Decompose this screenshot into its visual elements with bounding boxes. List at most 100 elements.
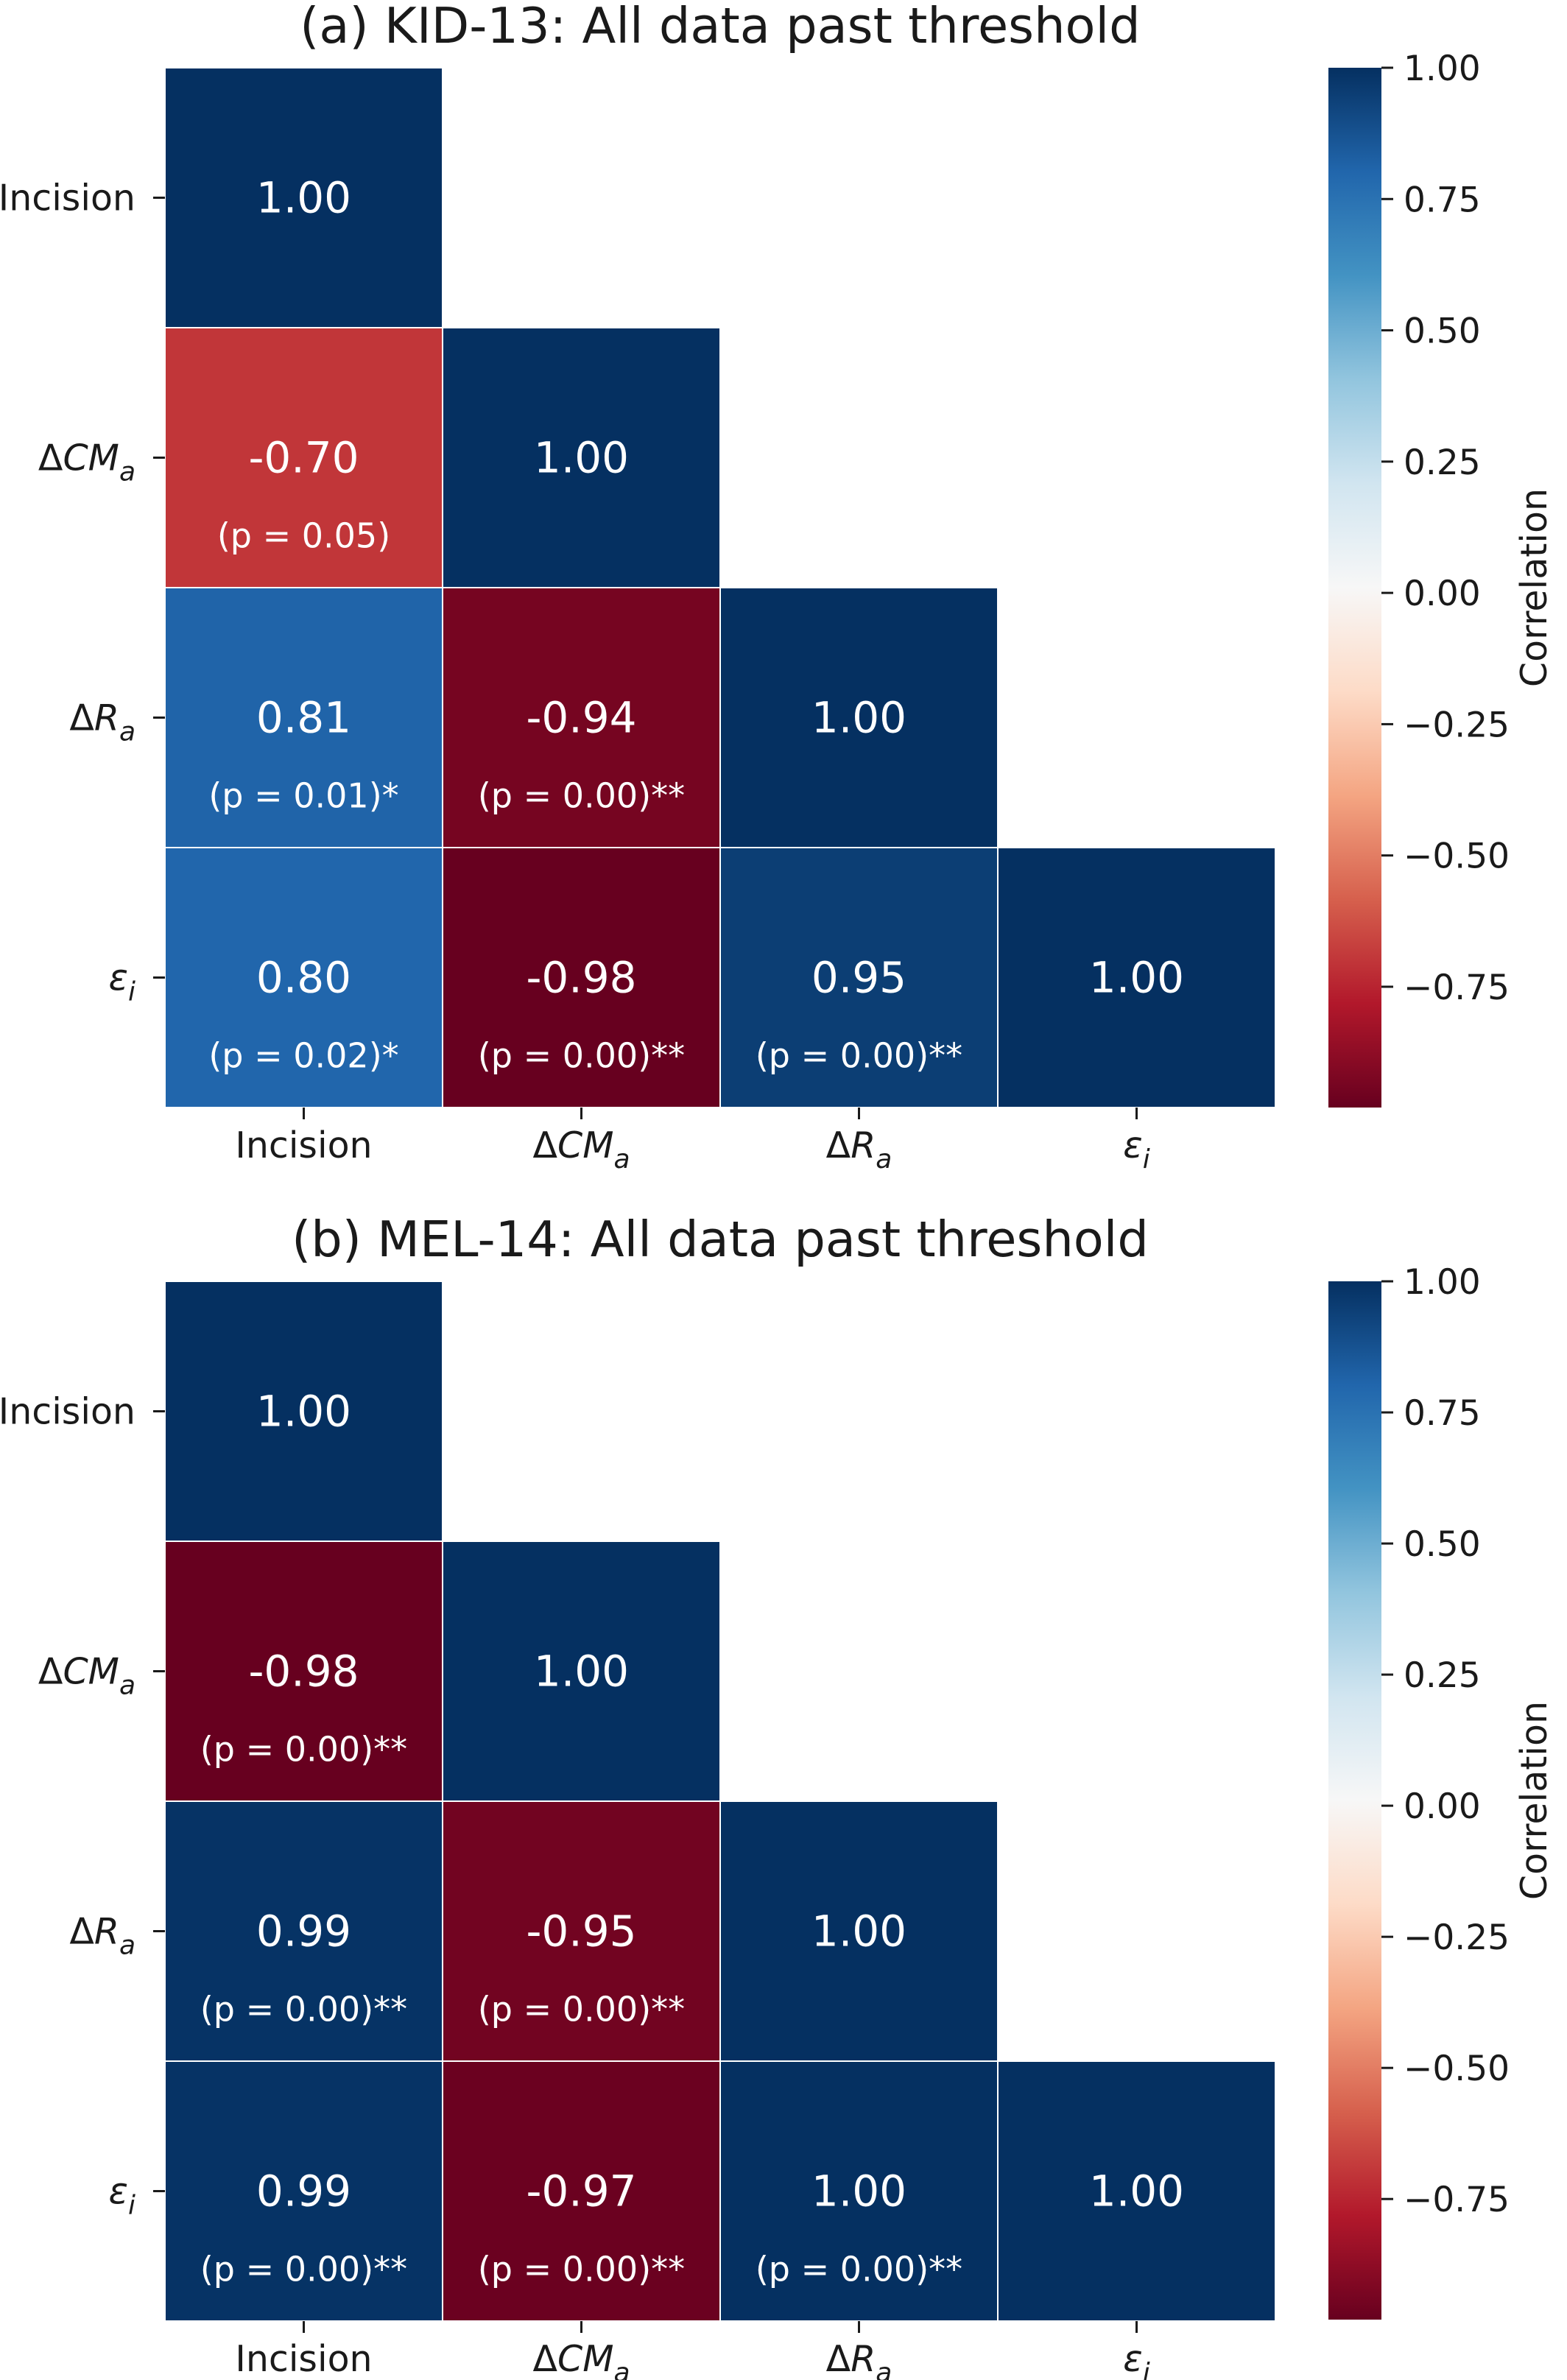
heatmap-cell: 0.95 (p = 0.00)** bbox=[719, 847, 999, 1108]
heatmap-cell: -0.95 (p = 0.00)** bbox=[442, 1800, 721, 2062]
colorbar-tick-label: 1.00 bbox=[1404, 1262, 1481, 1303]
colorbar-tick-label: 0.75 bbox=[1404, 180, 1481, 220]
y-tick-label: ΔCMa bbox=[38, 1651, 135, 1701]
y-tick-label: ΔRa bbox=[69, 1911, 135, 1961]
colorbar-gradient bbox=[1328, 68, 1381, 1108]
heatmap-cell-fill bbox=[442, 327, 721, 588]
heatmap-cell-fill bbox=[997, 847, 1276, 1108]
heatmap-cell-fill bbox=[442, 2060, 721, 2322]
cell-p-value-label: (p = 0.01)* bbox=[208, 776, 398, 816]
cell-p-value-label: (p = 0.02)* bbox=[208, 1036, 398, 1076]
heatmap-cell-fill bbox=[442, 1541, 721, 1802]
cell-value-label: -0.70 bbox=[248, 433, 359, 483]
colorbar-tick-label: 1.00 bbox=[1404, 49, 1481, 89]
heatmap-cell-fill bbox=[164, 587, 443, 848]
cell-p-value-label: (p = 0.00)** bbox=[200, 1990, 407, 2029]
colorbar-tick-label: −0.50 bbox=[1404, 837, 1510, 877]
cell-p-value-label: (p = 0.00)** bbox=[478, 2250, 685, 2289]
heatmap-cell: -0.97 (p = 0.00)** bbox=[442, 2060, 721, 2322]
x-tick-label: ΔRa bbox=[826, 1124, 892, 1175]
cell-value-label: -0.98 bbox=[526, 953, 636, 1003]
heatmap-cell: 1.00 bbox=[997, 847, 1276, 1108]
heatmap-cell: 0.99 (p = 0.00)** bbox=[164, 1800, 443, 2062]
cell-value-label: 1.00 bbox=[256, 1387, 351, 1437]
colorbar: 1.00 0.75 0.50 0.25 0.00 −0.25 −0.50 −0.75 Corre… bbox=[1328, 49, 1555, 1108]
heatmap-cell-fill bbox=[164, 1800, 443, 2062]
cell-p-value-label: (p = 0.00)** bbox=[478, 1990, 685, 2029]
cell-value-label: -0.95 bbox=[526, 1907, 636, 1957]
x-tick-label: εi bbox=[1123, 2338, 1150, 2380]
heatmap-cell-fill bbox=[719, 2060, 999, 2322]
cell-value-label: 1.00 bbox=[256, 173, 351, 223]
y-tick-label: Incision bbox=[0, 177, 135, 219]
cell-p-value-label: (p = 0.00)** bbox=[478, 1036, 685, 1076]
colorbar-label: Correlation bbox=[1513, 1701, 1555, 1900]
heatmap-cell: -0.98 (p = 0.00)** bbox=[164, 1541, 443, 1802]
cell-value-label: 0.99 bbox=[256, 2166, 351, 2217]
cell-value-label: 0.95 bbox=[811, 953, 906, 1003]
colorbar-label: Correlation bbox=[1513, 488, 1555, 687]
heatmap-cell-fill bbox=[442, 847, 721, 1108]
colorbar: 1.00 0.75 0.50 0.25 0.00 −0.25 −0.50 −0.75 Corre… bbox=[1328, 1262, 1555, 2320]
heatmap-cell-fill bbox=[442, 587, 721, 848]
heatmap-cell-fill bbox=[164, 1281, 443, 1542]
cell-value-label: 1.00 bbox=[1089, 2166, 1184, 2217]
heatmap-cell: 1.00 bbox=[719, 1800, 999, 2062]
y-tick-label: εi bbox=[108, 957, 135, 1007]
heatmap-cell-fill bbox=[164, 1541, 443, 1802]
heatmap-cell: 1.00 bbox=[719, 587, 999, 848]
heatmap-cell-fill bbox=[997, 2060, 1276, 2322]
heatmap-cell-fill bbox=[719, 587, 999, 848]
x-tick-label: Incision bbox=[235, 2338, 372, 2380]
cell-value-label: -0.98 bbox=[248, 1647, 359, 1697]
y-tick-label: ΔRa bbox=[69, 697, 135, 747]
heatmap-cell-fill bbox=[164, 2060, 443, 2322]
cell-value-label: -0.97 bbox=[526, 2166, 636, 2217]
colorbar-tick-label: −0.75 bbox=[1404, 2180, 1510, 2220]
cell-value-label: -0.94 bbox=[526, 693, 636, 743]
cell-value-label: 1.00 bbox=[811, 693, 906, 743]
colorbar-tick-label: −0.50 bbox=[1404, 2049, 1510, 2089]
x-tick-label: ΔCMa bbox=[532, 2338, 630, 2380]
cell-value-label: 0.80 bbox=[256, 953, 351, 1003]
cell-value-label: 1.00 bbox=[1089, 953, 1184, 1003]
heatmap-panel-b: (b) MEL-14: All data past threshold 1.00 -… bbox=[0, 1211, 1555, 2380]
heatmap-cell: 1.00 bbox=[442, 1541, 721, 1802]
heatmap-cell-fill bbox=[164, 327, 443, 588]
y-tick-label: εi bbox=[108, 2171, 135, 2221]
heatmap-cell: 1.00 bbox=[164, 1281, 443, 1542]
y-tick-label: Incision bbox=[0, 1391, 135, 1433]
x-tick-label: εi bbox=[1123, 1124, 1150, 1175]
heatmap-panel-a: (a) KID-13: All data past threshold 1.00 -… bbox=[0, 0, 1555, 1175]
heatmap-cell: -0.70 (p = 0.05) bbox=[164, 327, 443, 588]
heatmap-cell-fill bbox=[164, 847, 443, 1108]
heatmap-cell: 0.99 (p = 0.00)** bbox=[164, 2060, 443, 2322]
panel-title: (a) KID-13: All data past threshold bbox=[300, 0, 1140, 54]
panel-title: (b) MEL-14: All data past threshold bbox=[292, 1211, 1149, 1268]
cell-value-label: 0.81 bbox=[256, 693, 351, 743]
colorbar-tick-label: 0.25 bbox=[1404, 1655, 1481, 1696]
colorbar-tick-label: 0.75 bbox=[1404, 1393, 1481, 1434]
cell-p-value-label: (p = 0.05) bbox=[217, 516, 390, 556]
colorbar-tick-label: −0.25 bbox=[1404, 705, 1510, 745]
heatmap-cell: 1.00 bbox=[164, 67, 443, 328]
heatmap-cell: -0.98 (p = 0.00)** bbox=[442, 847, 721, 1108]
heatmap-cell-fill bbox=[719, 1800, 999, 2062]
cell-p-value-label: (p = 0.00)** bbox=[756, 1036, 962, 1076]
colorbar-tick-label: −0.25 bbox=[1404, 1918, 1510, 1958]
colorbar-gradient bbox=[1328, 1281, 1381, 2320]
x-tick-label: ΔRa bbox=[826, 2338, 892, 2380]
colorbar-tick-label: −0.75 bbox=[1404, 968, 1510, 1008]
colorbar-tick-label: 0.00 bbox=[1404, 574, 1481, 614]
colorbar-tick-label: 0.25 bbox=[1404, 443, 1481, 483]
heatmap-cell: 0.80 (p = 0.02)* bbox=[164, 847, 443, 1108]
heatmap-cell: 1.00 bbox=[442, 327, 721, 588]
heatmap-cell: -0.94 (p = 0.00)** bbox=[442, 587, 721, 848]
cell-p-value-label: (p = 0.00)** bbox=[200, 1730, 407, 1770]
heatmap-cell-fill bbox=[164, 67, 443, 328]
x-tick-label: Incision bbox=[235, 1124, 372, 1166]
cell-p-value-label: (p = 0.00)** bbox=[756, 2250, 962, 2289]
cell-p-value-label: (p = 0.00)** bbox=[200, 2250, 407, 2289]
heatmap-cell: 1.00 (p = 0.00)** bbox=[719, 2060, 999, 2322]
